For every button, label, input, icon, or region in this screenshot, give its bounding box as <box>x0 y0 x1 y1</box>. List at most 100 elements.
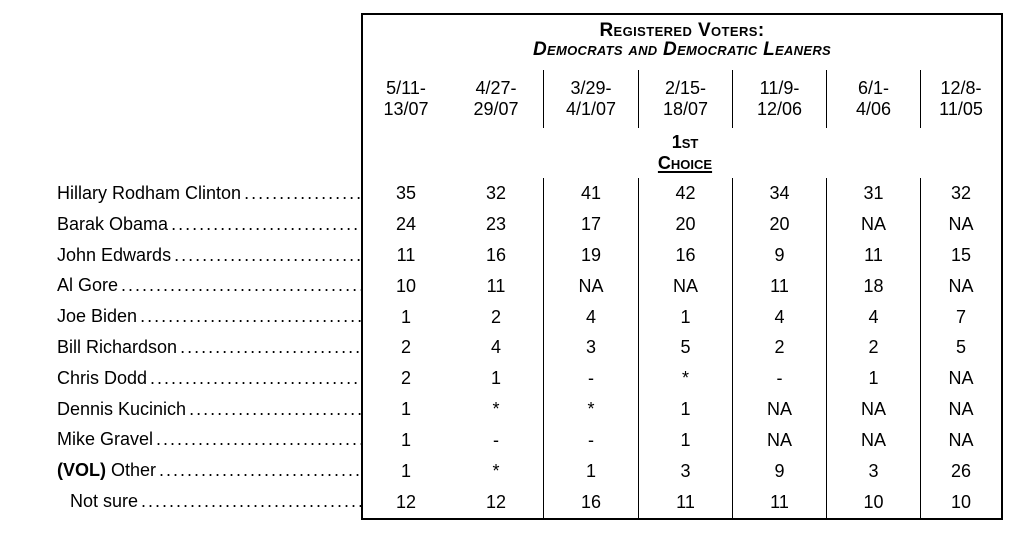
data-cell: 18 <box>826 270 920 302</box>
data-cell: - <box>543 425 638 457</box>
data-cell: NA <box>920 363 1001 395</box>
date-header-line: 3/29- <box>570 78 612 98</box>
candidate-name: Joe Biden <box>57 306 138 327</box>
data-cell: 24 <box>395 213 417 234</box>
dot-leader: ........................................… <box>156 429 361 450</box>
candidate-row-label: Joe Biden...............................… <box>57 301 361 332</box>
data-cell: 32 <box>920 178 1001 209</box>
table-title-line1: Registered Voters: <box>599 20 765 41</box>
data-cell: 10 <box>920 487 1001 518</box>
results-table-box: Registered Voters: Democrats and Democra… <box>361 13 1003 520</box>
data-cell: 17 <box>543 208 638 240</box>
data-cell: 2 <box>490 306 501 327</box>
date-column-header: 2/15- 18/07 <box>638 70 732 128</box>
data-cell: NA <box>638 270 732 302</box>
data-cell: 41 <box>543 178 638 209</box>
data-cell: 1 <box>400 306 411 327</box>
data-cell: 1 <box>400 430 411 451</box>
data-cell: 1 <box>490 368 501 389</box>
data-cell: 9 <box>732 456 826 488</box>
data-cell: * <box>543 394 638 426</box>
candidate-name: Al Gore <box>57 275 119 296</box>
data-cell: 9 <box>732 239 826 271</box>
date-header-line: 4/27- <box>475 78 517 98</box>
data-cell: NA <box>920 270 1001 302</box>
data-cell: 20 <box>732 208 826 240</box>
candidate-row-label: Bill Richardson.........................… <box>57 332 361 363</box>
candidate-name: Chris Dodd <box>57 367 148 388</box>
dot-leader: ........................................… <box>140 306 361 327</box>
data-cell: 10 <box>395 275 417 296</box>
dot-leader: ........................................… <box>174 244 361 265</box>
candidate-row-label: Barak Obama.............................… <box>57 209 361 240</box>
data-cell: 5 <box>638 332 732 364</box>
data-cell: * <box>638 363 732 395</box>
date-header-line: 11/05 <box>939 99 983 119</box>
candidate-name: Hillary Rodham Clinton <box>57 182 242 203</box>
data-cell: 5 <box>920 332 1001 364</box>
date-header-line: 2/15- <box>664 78 707 98</box>
data-cell: 11 <box>732 487 826 518</box>
choice-header-row: 1st Choice <box>363 128 1001 178</box>
data-cell: * <box>492 399 500 420</box>
candidate-row-label: Dennis Kucinich.........................… <box>57 394 361 425</box>
data-cell: 11 <box>638 487 732 518</box>
candidate-row-label: Not sure................................… <box>57 486 361 517</box>
data-cell: 2 <box>826 332 920 364</box>
data-cell: 4 <box>543 301 638 333</box>
dot-leader: ........................................… <box>150 367 361 388</box>
data-cell: 4 <box>732 301 826 333</box>
candidate-label-column: Hillary Rodham Clinton..................… <box>57 178 361 517</box>
data-cell: 16 <box>543 487 638 518</box>
data-cell: * <box>492 461 500 482</box>
data-cell: 2 <box>400 337 411 358</box>
data-cell: 1 <box>543 456 638 488</box>
dot-leader: ........................................… <box>244 182 361 203</box>
data-cell: 11 <box>396 244 416 265</box>
data-cell: 11 <box>826 239 920 271</box>
candidate-row-label: Hillary Rodham Clinton..................… <box>57 178 361 209</box>
data-cell: 3 <box>638 456 732 488</box>
data-cell: 12 <box>395 492 417 513</box>
data-cell: 2 <box>400 368 411 389</box>
date-header-row: 5/11- 13/07 4/27- 29/07 3/29- 4/1/07 2/15- 18/0… <box>363 70 1001 128</box>
data-cell: 1 <box>638 301 732 333</box>
candidate-row-label: (VOL) Other.............................… <box>57 455 361 486</box>
dot-leader: ........................................… <box>171 213 361 234</box>
candidate-name: Barak Obama <box>57 213 169 234</box>
date-column-header: 4/27- 29/07 <box>449 70 543 128</box>
data-cell: 3 <box>543 332 638 364</box>
date-column-header: 11/9- 12/06 <box>732 70 826 128</box>
data-cell: NA <box>826 208 920 240</box>
date-column-header: 5/11- 13/07 <box>363 70 449 128</box>
first-choice-header: 1st Choice <box>638 128 732 178</box>
date-header-line: 12/8- <box>940 78 982 98</box>
dot-leader: ........................................… <box>180 336 361 357</box>
data-cell: NA <box>920 208 1001 240</box>
data-cell: 4 <box>826 301 920 333</box>
data-cell: 10 <box>826 487 920 518</box>
candidate-name: Other <box>106 460 157 481</box>
data-cell: 35 <box>395 182 417 203</box>
date-header-line: 29/07 <box>473 99 519 119</box>
data-cell: - <box>493 430 499 451</box>
data-cell: 3 <box>826 456 920 488</box>
date-header-line: 18/07 <box>662 99 709 119</box>
dot-leader: ........................................… <box>121 275 361 296</box>
data-cell: 31 <box>826 178 920 209</box>
data-cell: 34 <box>732 178 826 209</box>
candidate-name: (VOL) <box>57 460 106 481</box>
date-header-line: 4/06 <box>855 99 892 119</box>
candidate-name: John Edwards <box>57 244 172 265</box>
candidate-row-label: Mike Gravel.............................… <box>57 425 361 456</box>
candidate-row-label: Al Gore.................................… <box>57 270 361 301</box>
candidate-row-label: John Edwards............................… <box>57 240 361 271</box>
date-column-header: 12/8- 11/05 <box>920 70 1001 128</box>
data-cell: 11 <box>486 275 506 296</box>
data-cell: 16 <box>485 244 507 265</box>
date-header-line: 5/11- <box>386 78 426 98</box>
data-cell: - <box>543 363 638 395</box>
data-cell: NA <box>732 394 826 426</box>
data-cell: 23 <box>485 213 507 234</box>
